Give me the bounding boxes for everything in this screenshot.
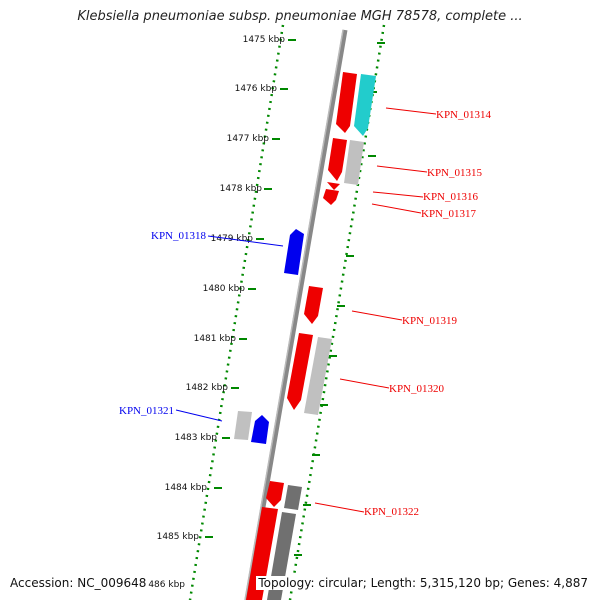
label-leaders <box>175 107 437 513</box>
leader-kpn-01316 <box>372 191 424 198</box>
tick-label: 1478 kbp <box>220 184 263 194</box>
tick-label: 1475 kbp <box>243 35 286 45</box>
gene-kpn-01314[interactable] <box>336 72 357 133</box>
leader-kpn-01321 <box>175 409 223 422</box>
label-kpn-01320[interactable]: KPN_01320 <box>389 383 445 395</box>
gene-kpn-01320[interactable] <box>287 333 313 410</box>
cds-kpn-01315[interactable] <box>344 140 364 185</box>
gene-kpn-01316[interactable] <box>327 182 340 190</box>
label-kpn-01321[interactable]: KPN_01321 <box>119 405 174 417</box>
gene-kpn-01318[interactable] <box>284 229 304 275</box>
tick-label: 1484 kbp <box>165 483 208 493</box>
gene-kpn-01319[interactable] <box>304 286 323 324</box>
genome-info-text: Topology: circular; Length: 5,315,120 bp… <box>256 576 590 590</box>
gene-kpn-01321[interactable] <box>251 415 269 444</box>
backbone-highlight <box>244 29 344 600</box>
cds-kpn-01321-gray[interactable] <box>234 411 252 440</box>
leader-kpn-01322 <box>314 502 365 513</box>
diagram-title: Klebsiella pneumoniae subsp. pneumoniae … <box>77 9 523 24</box>
label-kpn-01317[interactable]: KPN_01317 <box>421 208 477 220</box>
label-kpn-01319[interactable]: KPN_01319 <box>402 315 458 327</box>
accession-text: Accession: NC_009648 <box>8 576 149 590</box>
tick-label: 1486 kbp <box>143 580 186 590</box>
cds-kpn-01322[interactable] <box>284 485 302 510</box>
gene-kpn-01315[interactable] <box>328 138 347 181</box>
label-kpn-01316[interactable]: KPN_01316 <box>423 191 479 203</box>
leader-kpn-01320 <box>339 378 390 389</box>
gene-lower-red[interactable] <box>246 507 278 600</box>
tick-label: 1481 kbp <box>194 334 237 344</box>
gene-features <box>234 72 376 600</box>
cds-kpn-01320[interactable] <box>304 337 332 415</box>
leader-kpn-01317 <box>371 203 422 214</box>
label-kpn-01322[interactable]: KPN_01322 <box>364 506 419 518</box>
gene-kpn-01317[interactable] <box>323 189 339 205</box>
tick-label: 1477 kbp <box>227 134 270 144</box>
gene-labels: KPN_01314 KPN_01315 KPN_01316 KPN_01317 … <box>119 109 492 518</box>
gene-kpn-01322[interactable] <box>266 481 284 507</box>
tick-label: 1476 kbp <box>235 84 278 94</box>
tick-label: 1480 kbp <box>203 284 246 294</box>
leader-kpn-01315 <box>376 165 428 173</box>
label-kpn-01318[interactable]: KPN_01318 <box>151 230 207 242</box>
tick-label: 1482 kbp <box>186 383 229 393</box>
tick-label: 1483 kbp <box>175 433 218 443</box>
label-kpn-01315[interactable]: KPN_01315 <box>427 167 483 179</box>
label-kpn-01314[interactable]: KPN_01314 <box>436 109 492 121</box>
genome-backbone <box>244 29 348 600</box>
leader-kpn-01319 <box>351 310 403 321</box>
tick-label: 1485 kbp <box>157 532 200 542</box>
leader-kpn-01318 <box>207 235 284 247</box>
leader-kpn-01314 <box>385 107 437 115</box>
cds-kpn-01314[interactable] <box>354 74 376 136</box>
